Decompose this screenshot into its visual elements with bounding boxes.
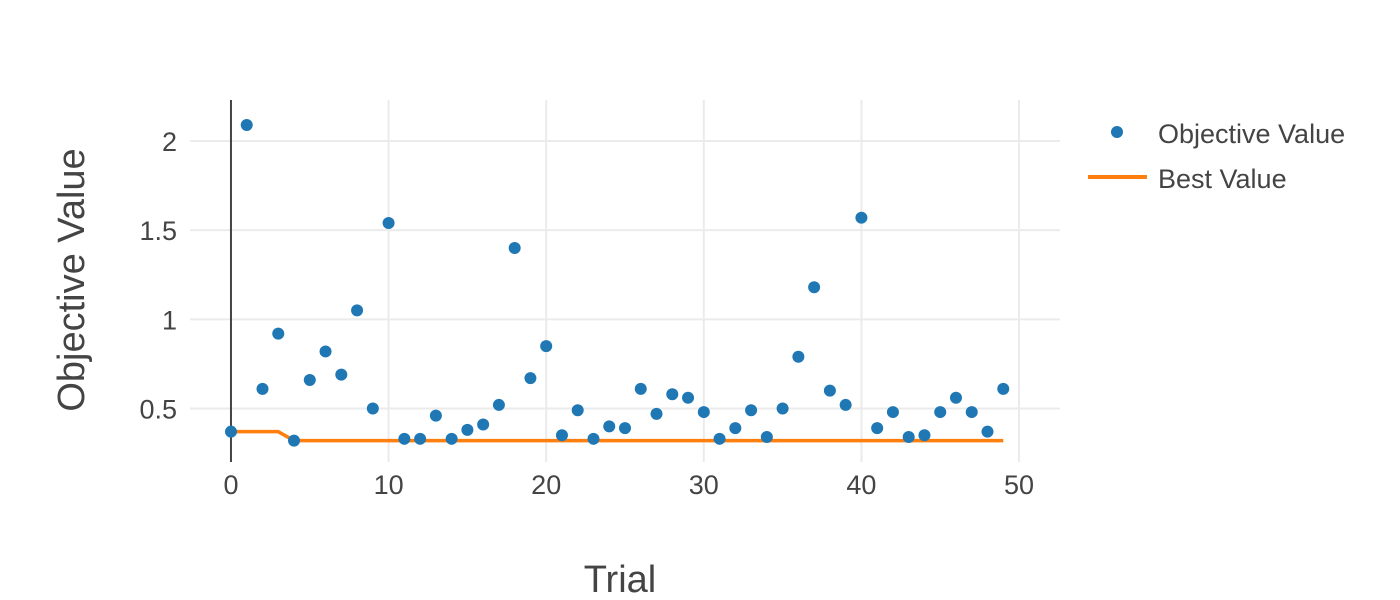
- y-tick-label: 0.5: [139, 395, 177, 425]
- objective-value-point: [319, 345, 332, 358]
- objective-value-point: [288, 434, 301, 447]
- objective-value-point: [808, 281, 821, 294]
- objective-value-point: [619, 422, 631, 435]
- y-tick-label: 1: [162, 305, 177, 335]
- objective-value-point: [492, 398, 505, 411]
- x-axis-ticks: 0 10 20 30 40 50: [223, 470, 1034, 500]
- objective-value-point: [445, 432, 458, 445]
- objective-value-point: [429, 409, 442, 422]
- objective-value-point: [540, 340, 553, 353]
- objective-value-point: [918, 429, 931, 442]
- objective-value-point: [697, 406, 710, 419]
- objective-value-point: [981, 425, 994, 438]
- objective-value-point: [335, 368, 348, 381]
- objective-value-point: [571, 404, 584, 417]
- objective-value-point: [272, 327, 285, 340]
- objective-value-point: [666, 388, 679, 401]
- objective-value-point: [351, 304, 364, 317]
- objective-value-point: [508, 242, 521, 255]
- x-tick-label: 20: [531, 470, 561, 500]
- legend-label-best: Best Value: [1158, 164, 1287, 194]
- objective-value-point: [224, 425, 237, 438]
- objective-value-point: [382, 217, 395, 230]
- legend-label-objective: Objective Value: [1158, 119, 1345, 149]
- y-tick-label: 1.5: [139, 216, 177, 246]
- best-value-line: [230, 429, 1004, 443]
- objective-value-point: [997, 382, 1010, 395]
- objective-value-point: [823, 384, 836, 397]
- objective-value-point: [414, 432, 427, 445]
- objective-value-point: [603, 420, 616, 433]
- x-axis-title: Trial: [584, 559, 656, 600]
- objective-value-point: [745, 404, 758, 417]
- objective-value-point: [634, 382, 647, 395]
- objective-value-point: [902, 431, 915, 444]
- x-tick-label: 0: [223, 470, 238, 500]
- objective-value-point: [366, 402, 379, 415]
- objective-value-point: [587, 432, 600, 445]
- x-tick-label: 50: [1004, 470, 1034, 500]
- legend-marker-objective: [1111, 126, 1123, 138]
- grid: [190, 100, 1060, 462]
- objective-value-point: [256, 382, 269, 395]
- objective-value-point: [398, 432, 411, 445]
- x-tick-label: 40: [846, 470, 876, 500]
- objective-value-point: [303, 373, 316, 386]
- x-tick-label: 30: [689, 470, 719, 500]
- objective-value-point: [949, 391, 962, 404]
- objective-value-point: [934, 406, 947, 419]
- objective-value-point: [240, 118, 253, 131]
- objective-value-point: [650, 407, 663, 420]
- objective-value-point: [477, 418, 490, 431]
- objective-value-point: [886, 406, 899, 419]
- legend: Objective Value Best Value: [1088, 119, 1345, 194]
- x-tick-label: 10: [374, 470, 404, 500]
- y-axis-ticks: 0.5 1 1.5 2: [139, 127, 177, 424]
- objective-value-point: [965, 406, 978, 419]
- plot-area: [224, 118, 1010, 447]
- objective-value-point: [839, 398, 852, 411]
- objective-value-point: [461, 423, 474, 436]
- objective-value-point: [729, 422, 742, 435]
- objective-value-point: [713, 432, 726, 445]
- objective-value-point: [871, 422, 884, 435]
- objective-value-point: [682, 391, 695, 404]
- objective-value-point: [855, 211, 868, 224]
- objective-value-point: [760, 431, 773, 444]
- legend-item-best[interactable]: Best Value: [1088, 164, 1287, 194]
- objective-value-point: [776, 402, 789, 415]
- objective-value-point: [792, 350, 805, 363]
- y-axis-title: Objective Value: [51, 148, 93, 411]
- y-tick-label: 2: [162, 127, 177, 157]
- objective-value-point: [524, 372, 537, 385]
- objective-value-point: [555, 429, 568, 442]
- legend-item-objective[interactable]: Objective Value: [1111, 119, 1345, 149]
